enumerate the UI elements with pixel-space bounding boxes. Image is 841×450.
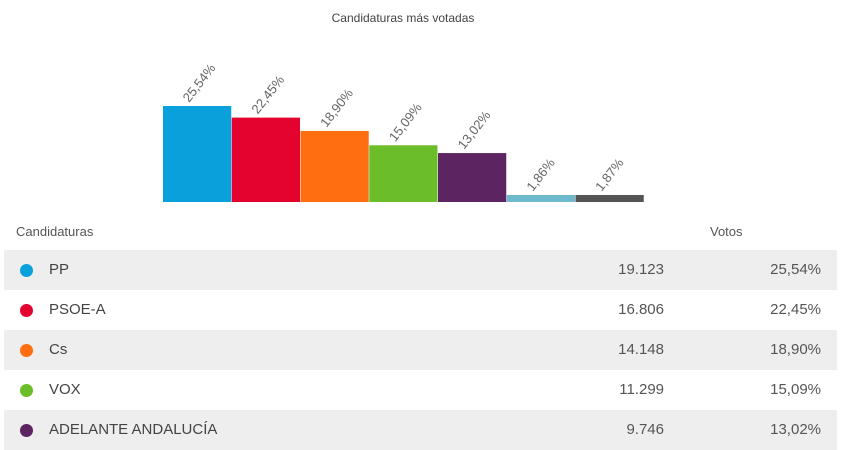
party-name: PP [49,261,70,278]
bar-2 [300,130,369,202]
bar-3 [369,145,438,202]
header-votos: Votos [710,224,743,239]
bar-label-6: 1,87% [592,155,627,194]
party-color-dot [20,344,33,357]
table-row: PSOE-A 16.806 22,45% [4,290,837,330]
party-votes: 9.746 [626,421,664,438]
party-percentage: 25,54% [770,261,821,278]
party-votes: 19.123 [618,261,664,278]
header-candidaturas: Candidaturas [16,224,94,239]
bar-label-4: 13,02% [455,108,494,152]
chart-title: Candidaturas más votadas [331,11,475,25]
party-color-dot [20,264,33,277]
bar-label-3: 15,09% [386,100,425,144]
bar-5 [506,195,575,202]
bar-label-2: 18,90% [317,85,356,129]
table-row: ADELANTE ANDALUCÍA 9.746 13,02% [4,410,837,450]
bar-label-0: 25,54% [180,61,219,105]
party-color-dot [20,424,33,437]
table-row: Cs 14.148 18,90% [4,330,837,370]
table-row: PP 19.123 25,54% [4,250,837,290]
party-color-dot [20,304,33,317]
party-name: ADELANTE ANDALUCÍA [49,421,218,438]
party-percentage: 13,02% [770,421,821,438]
bar-label-1: 22,45% [248,72,287,116]
party-votes: 11.299 [619,381,664,398]
party-name: PSOE-A [49,301,106,318]
bar-4 [438,153,507,202]
party-percentage: 15,09% [770,381,821,398]
bar-1 [231,117,300,202]
bar-label-5: 1,86% [523,155,558,194]
party-name: Cs [49,341,68,358]
results-table: PP 19.123 25,54% PSOE-A 16.806 22,45% Cs 14.148… [4,250,837,450]
table-row: VOX 11.299 15,09% [4,370,837,410]
bar-6 [575,194,644,202]
party-percentage: 22,45% [770,301,821,318]
bar-chart: 25,54% 22,45% 18,90% 15,09% 13,02% 1,86% 1,87% [163,61,644,202]
party-votes: 16.806 [618,301,664,318]
party-color-dot [20,384,33,397]
party-name: VOX [49,381,81,398]
bar-0 [163,106,232,202]
party-votes: 14.148 [618,341,664,358]
party-percentage: 18,90% [770,341,821,358]
